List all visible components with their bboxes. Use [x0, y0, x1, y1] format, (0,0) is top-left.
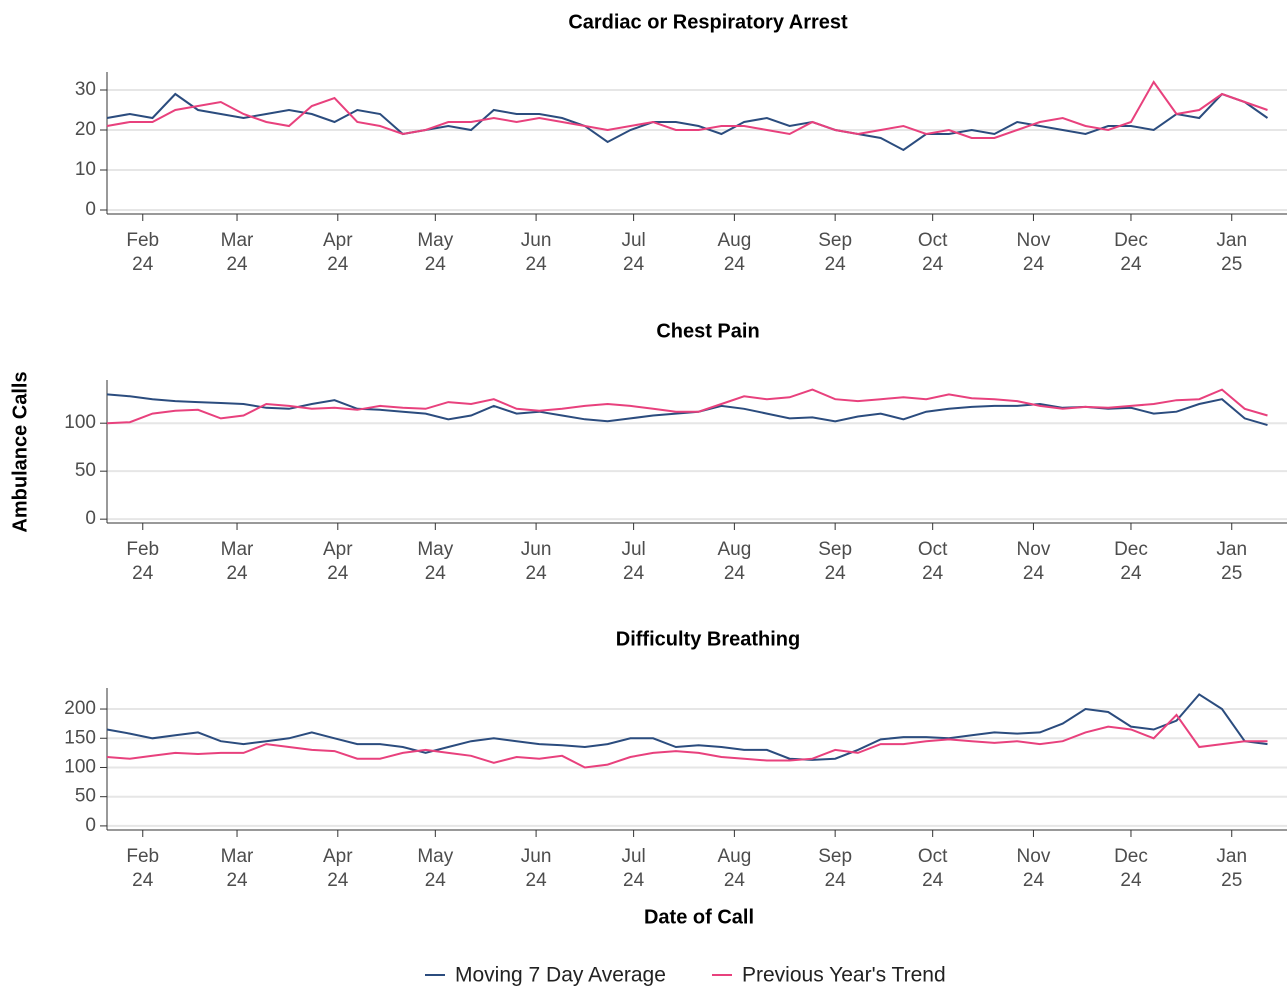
y-tick-label: 50	[75, 460, 96, 481]
x-tick-label: 24	[226, 563, 248, 584]
x-tick-label: 25	[1221, 870, 1242, 891]
x-tick-label: 24	[1023, 254, 1045, 275]
x-tick-label: 24	[526, 254, 548, 275]
y-tick-label: 200	[64, 698, 96, 719]
x-tick-label: 24	[327, 254, 349, 275]
x-tick-label: 24	[1120, 254, 1142, 275]
series-line	[106, 388, 1268, 425]
y-tick-label: 30	[75, 79, 96, 100]
x-tick-label: 24	[132, 254, 154, 275]
x-tick-label: Jun	[521, 539, 552, 560]
x-tick-label: Jan	[1216, 539, 1247, 560]
x-tick-label: Mar	[221, 230, 254, 251]
chart-title: Difficulty Breathing	[616, 628, 800, 650]
x-tick-label: 24	[623, 563, 645, 584]
x-tick-label: Aug	[717, 539, 751, 560]
x-tick-label: Apr	[323, 230, 353, 251]
x-axis-label: Date of Call	[644, 906, 754, 928]
x-tick-label: 25	[1221, 563, 1242, 584]
x-tick-label: Oct	[918, 539, 948, 560]
x-tick-label: Feb	[126, 230, 159, 251]
x-tick-label: Jul	[621, 846, 645, 867]
x-tick-label: 24	[327, 563, 349, 584]
x-tick-label: 24	[226, 870, 248, 891]
x-tick-label: 24	[922, 563, 944, 584]
x-tick-label: Jun	[521, 846, 552, 867]
x-tick-label: Jan	[1216, 230, 1247, 251]
chart-title: Chest Pain	[656, 320, 759, 342]
x-tick-label: Feb	[126, 846, 159, 867]
x-tick-label: May	[417, 846, 453, 867]
x-tick-label: Sep	[818, 539, 852, 560]
series-line	[106, 713, 1268, 769]
x-tick-label: 24	[132, 870, 154, 891]
x-tick-label: Apr	[323, 539, 353, 560]
legend-label: Previous Year's Trend	[742, 964, 946, 987]
x-tick-label: 24	[425, 870, 447, 891]
x-tick-label: Sep	[818, 230, 852, 251]
x-tick-label: Jun	[521, 230, 552, 251]
x-tick-label: Sep	[818, 846, 852, 867]
y-tick-label: 100	[64, 756, 96, 777]
x-tick-label: 24	[1120, 563, 1142, 584]
x-tick-label: Jul	[621, 230, 645, 251]
x-tick-label: 24	[623, 254, 645, 275]
x-tick-label: 24	[425, 563, 447, 584]
x-tick-label: 24	[526, 563, 548, 584]
x-tick-label: Feb	[126, 539, 159, 560]
x-tick-label: 24	[327, 870, 349, 891]
x-tick-label: Dec	[1114, 230, 1148, 251]
x-tick-label: Apr	[323, 846, 353, 867]
series-line	[106, 92, 1269, 152]
y-tick-label: 0	[85, 199, 96, 220]
x-tick-label: Nov	[1017, 230, 1051, 251]
x-tick-label: 24	[724, 254, 746, 275]
x-tick-label: 24	[1023, 563, 1045, 584]
x-tick-label: Dec	[1114, 539, 1148, 560]
x-tick-label: May	[417, 230, 453, 251]
y-tick-label: 20	[75, 119, 96, 140]
y-tick-label: 150	[64, 727, 96, 748]
x-tick-label: Mar	[221, 539, 254, 560]
y-tick-label: 10	[75, 159, 96, 180]
x-tick-label: Aug	[717, 846, 751, 867]
x-tick-label: 25	[1221, 254, 1242, 275]
x-tick-label: 24	[825, 870, 847, 891]
x-tick-label: Nov	[1017, 846, 1051, 867]
legend-label: Moving 7 Day Average	[455, 964, 666, 987]
x-tick-label: 24	[724, 563, 746, 584]
x-tick-label: 24	[724, 870, 746, 891]
chart-title: Cardiac or Respiratory Arrest	[568, 11, 848, 33]
x-tick-label: Jul	[621, 539, 645, 560]
y-tick-label: 0	[85, 815, 96, 836]
x-tick-label: Aug	[717, 230, 751, 251]
x-tick-label: 24	[623, 870, 645, 891]
x-tick-label: 24	[825, 254, 847, 275]
x-tick-label: Dec	[1114, 846, 1148, 867]
series-line	[106, 393, 1268, 427]
x-tick-label: Oct	[918, 846, 948, 867]
x-tick-label: 24	[922, 254, 944, 275]
x-tick-label: Mar	[221, 846, 254, 867]
x-tick-label: 24	[425, 254, 447, 275]
x-tick-label: Jan	[1216, 846, 1247, 867]
x-tick-label: 24	[526, 870, 548, 891]
x-tick-label: 24	[1120, 870, 1142, 891]
x-tick-label: 24	[1023, 870, 1045, 891]
x-tick-label: 24	[132, 563, 154, 584]
y-axis-label: Ambulance Calls	[9, 371, 31, 532]
y-tick-label: 0	[85, 508, 96, 529]
series-line	[106, 80, 1268, 139]
x-tick-label: 24	[922, 870, 944, 891]
series-line	[106, 693, 1268, 761]
x-tick-label: 24	[825, 563, 847, 584]
x-tick-label: Oct	[918, 230, 948, 251]
y-tick-label: 100	[64, 412, 96, 433]
x-tick-label: 24	[226, 254, 248, 275]
y-tick-label: 50	[75, 786, 96, 807]
x-tick-label: May	[417, 539, 453, 560]
x-tick-label: Nov	[1017, 539, 1051, 560]
